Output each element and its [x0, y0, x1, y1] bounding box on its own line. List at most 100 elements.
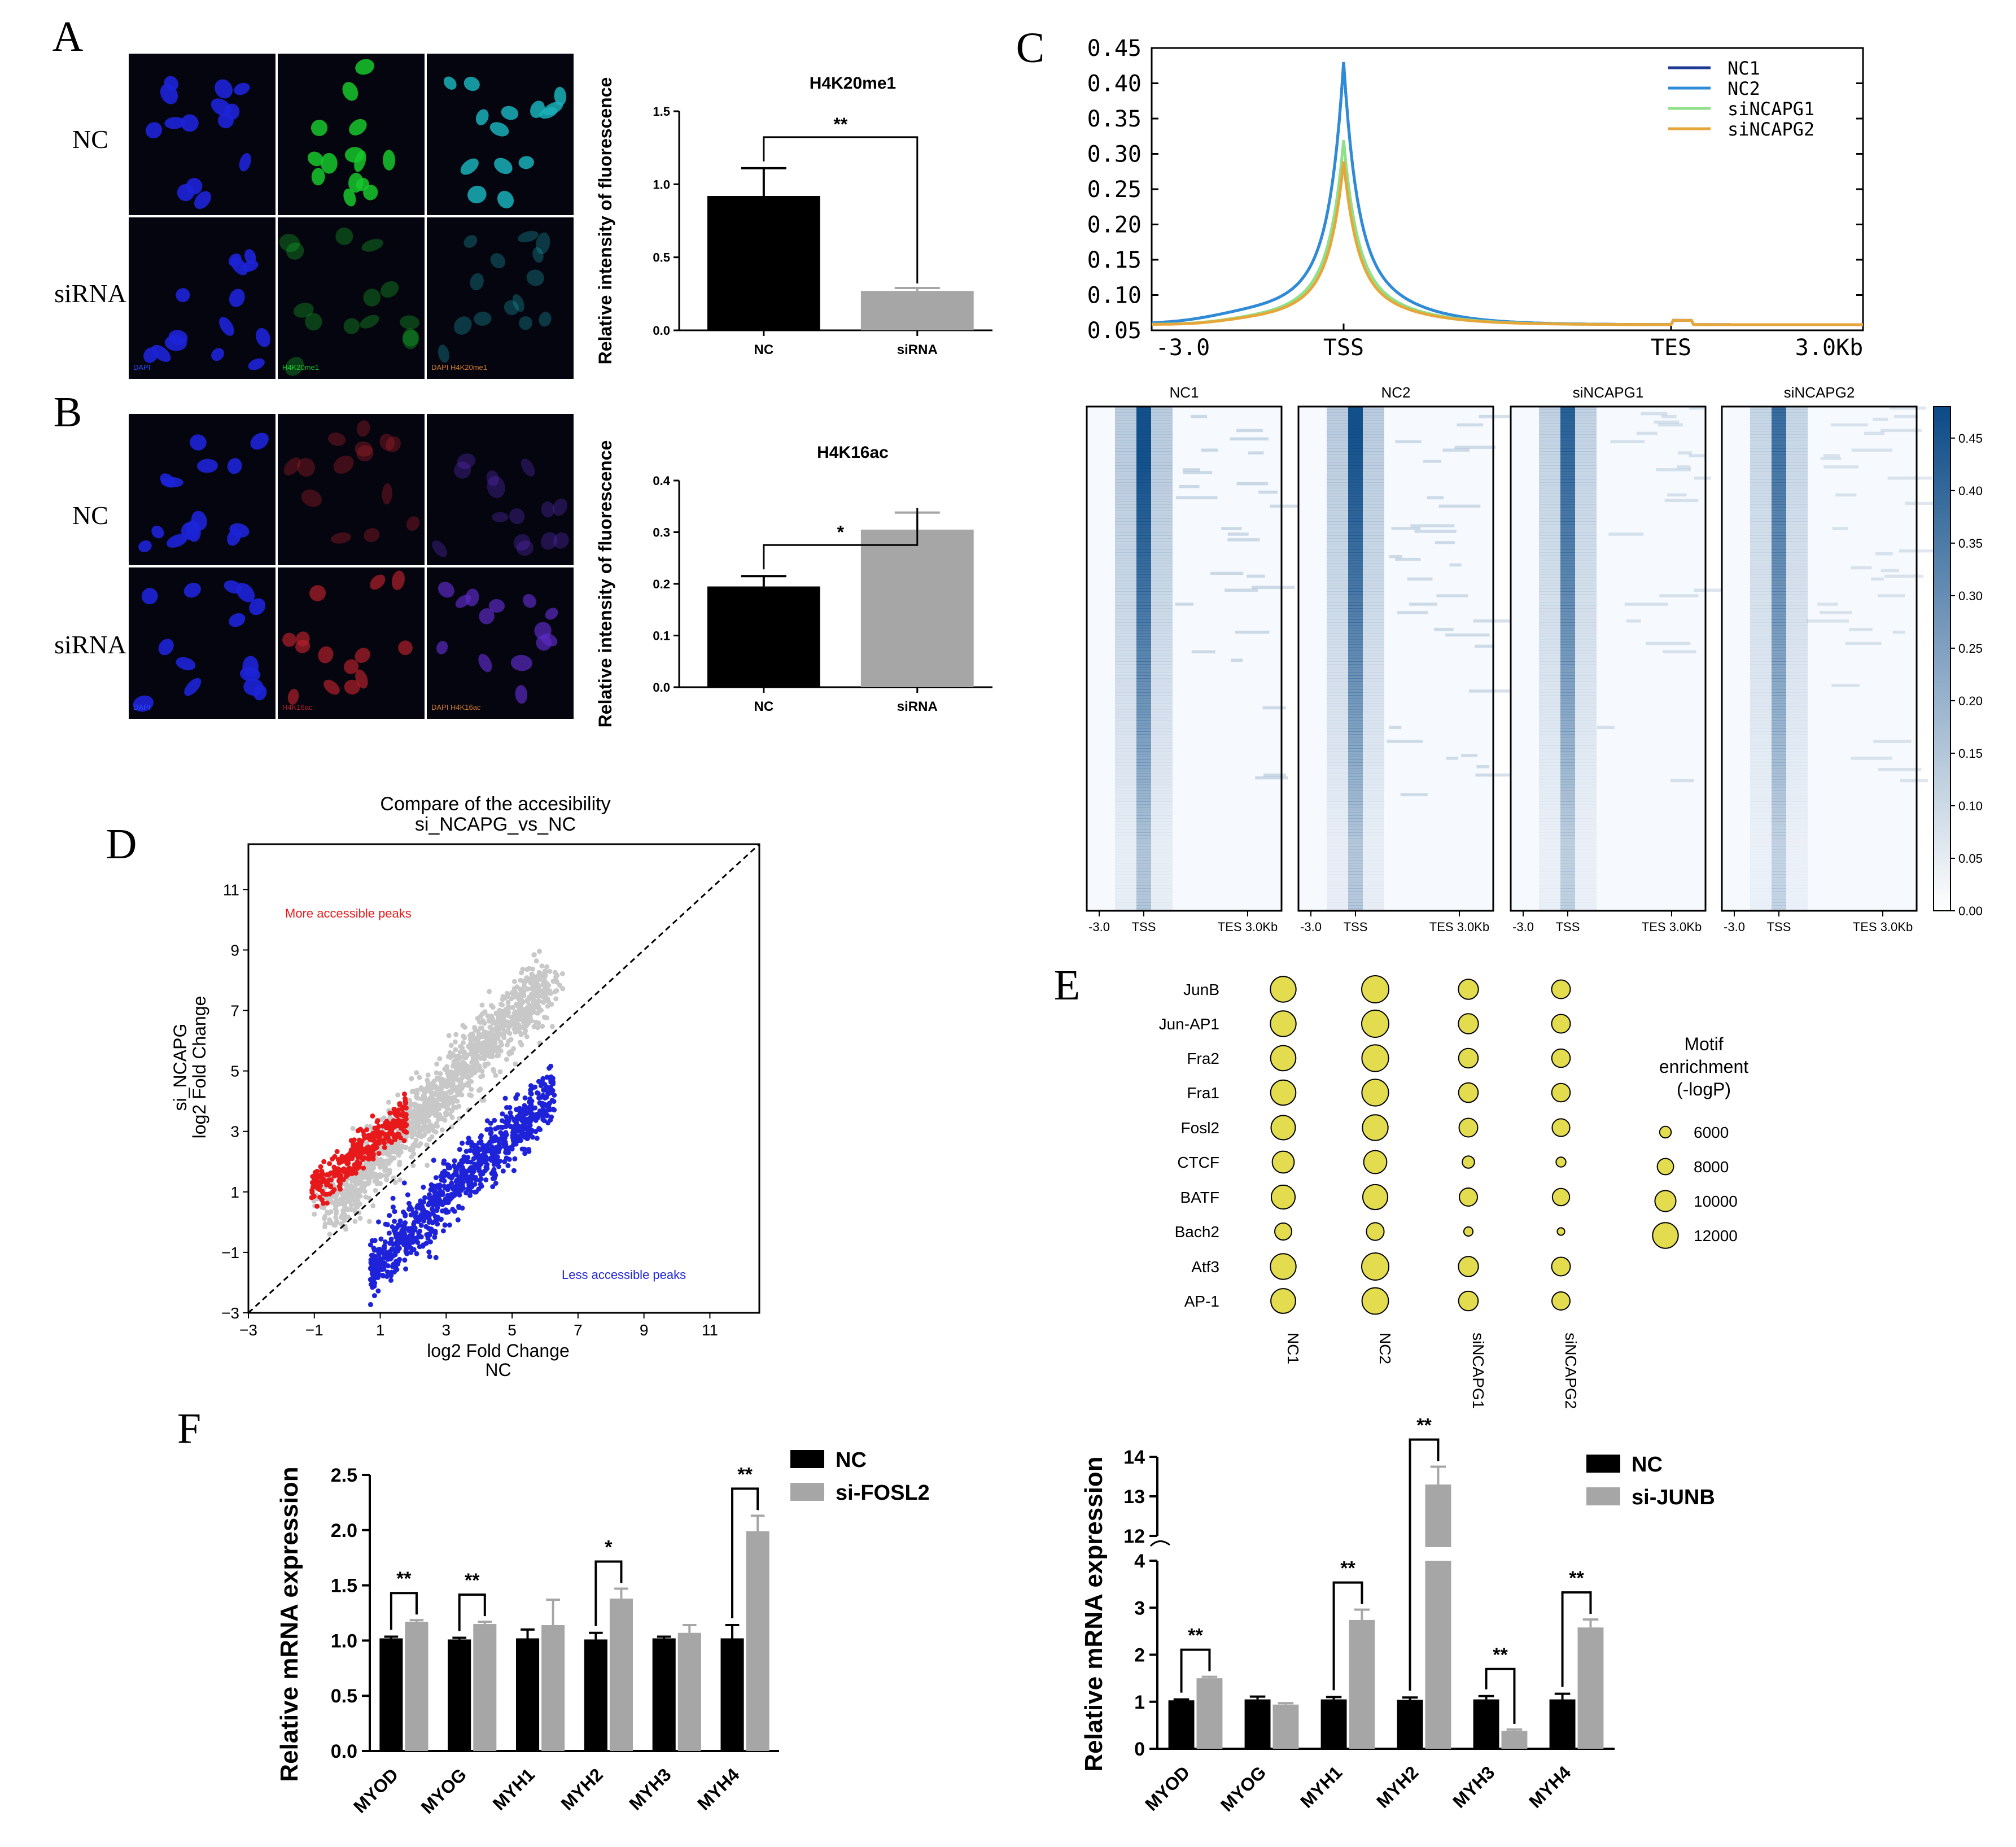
noise-band	[1475, 773, 1516, 777]
tss-halo	[1327, 605, 1384, 609]
tss-halo	[1327, 583, 1384, 587]
point-neutral	[549, 1024, 555, 1029]
point-less	[404, 1251, 410, 1256]
x-tick-label: NC	[754, 342, 774, 357]
point-less	[421, 1185, 426, 1190]
noise-band	[1597, 726, 1615, 730]
micrograph-tile	[278, 414, 425, 565]
point-neutral	[513, 1029, 518, 1035]
tss-signal	[1348, 644, 1363, 648]
tss-signal	[1560, 614, 1575, 617]
tss-signal	[1772, 759, 1786, 763]
tss-signal	[1772, 513, 1786, 516]
noise-band	[1887, 477, 1933, 480]
nucleus	[355, 59, 374, 75]
tss-signal	[1136, 501, 1151, 505]
tss-halo	[1327, 608, 1384, 612]
point-neutral	[421, 1120, 427, 1125]
tss-signal	[1560, 748, 1575, 752]
point-less	[500, 1133, 505, 1138]
tss-signal	[1560, 849, 1575, 853]
nucleus	[186, 178, 203, 195]
point-less	[550, 1079, 556, 1085]
panel-letter-B: B	[54, 388, 82, 436]
point-neutral	[322, 1224, 327, 1230]
tss-signal	[1560, 493, 1575, 497]
legend-label: si-FOSL2	[836, 1481, 930, 1505]
point-neutral	[518, 1032, 524, 1037]
point-less	[419, 1204, 425, 1209]
point-neutral	[343, 1187, 349, 1193]
noise-band	[1667, 493, 1687, 497]
tss-signal	[1348, 692, 1363, 696]
motif-dot	[1551, 1118, 1571, 1137]
tss-signal	[1772, 482, 1786, 486]
point-less	[456, 1174, 462, 1180]
tss-signal	[1136, 535, 1151, 539]
point-neutral	[519, 1024, 525, 1030]
tss-halo	[1539, 695, 1597, 698]
point-neutral	[423, 1098, 428, 1104]
tss-signal	[1348, 532, 1363, 536]
tss-halo	[1115, 664, 1173, 667]
nucleus	[391, 570, 405, 591]
point-neutral	[350, 1126, 356, 1132]
tss-halo	[1327, 504, 1384, 508]
noise-band	[1663, 650, 1696, 654]
tss-halo	[1539, 880, 1597, 883]
tss-signal	[1560, 600, 1575, 603]
tss-signal	[1560, 762, 1575, 766]
point-neutral	[526, 994, 532, 1000]
point-neutral	[533, 990, 538, 996]
noise-band	[1427, 496, 1444, 500]
tss-signal	[1772, 518, 1786, 522]
nucleus	[211, 348, 224, 361]
tss-halo	[1539, 776, 1597, 780]
x-tick-label: TSS	[1344, 920, 1368, 934]
point-less	[529, 1111, 535, 1116]
tss-signal	[1772, 597, 1786, 600]
motif-dot	[1462, 1155, 1475, 1169]
tss-halo	[1750, 827, 1808, 830]
tss-halo	[1539, 563, 1597, 567]
point-neutral	[495, 1019, 500, 1024]
point-less	[386, 1230, 392, 1236]
nucleus	[323, 679, 340, 695]
nucleus	[227, 458, 242, 474]
tss-halo	[1750, 474, 1808, 477]
tss-halo	[1115, 630, 1173, 634]
point-less	[547, 1085, 553, 1091]
heatmap-bg	[1298, 407, 1493, 911]
tss-signal	[1772, 835, 1786, 839]
point-neutral	[536, 1020, 541, 1026]
axis-break	[1149, 1540, 1170, 1547]
tss-signal	[1348, 479, 1363, 483]
nucleus	[400, 315, 420, 330]
point-less	[473, 1177, 479, 1182]
tss-signal	[1772, 521, 1786, 525]
nucleus	[301, 489, 322, 507]
tss-halo	[1115, 602, 1173, 606]
noise-band	[1875, 552, 1893, 556]
tss-signal	[1560, 695, 1575, 698]
point-more	[330, 1156, 335, 1162]
tss-halo	[1327, 796, 1384, 800]
tss-halo	[1539, 446, 1597, 449]
tss-signal	[1772, 670, 1786, 673]
tss-signal	[1136, 586, 1151, 589]
tss-signal	[1772, 426, 1786, 430]
point-more	[327, 1161, 333, 1167]
point-neutral	[520, 1010, 526, 1015]
point-neutral	[334, 1192, 340, 1198]
tss-signal	[1348, 487, 1363, 491]
noise-band	[1263, 773, 1286, 777]
noise-band	[1175, 602, 1193, 606]
tss-signal	[1136, 521, 1151, 525]
noise-band	[1445, 633, 1490, 637]
motif-dot	[1551, 1048, 1571, 1068]
tss-halo	[1750, 723, 1808, 727]
point-more	[401, 1138, 407, 1143]
noise-band	[1175, 496, 1218, 500]
tss-halo	[1327, 524, 1384, 527]
bar	[609, 1599, 633, 1751]
